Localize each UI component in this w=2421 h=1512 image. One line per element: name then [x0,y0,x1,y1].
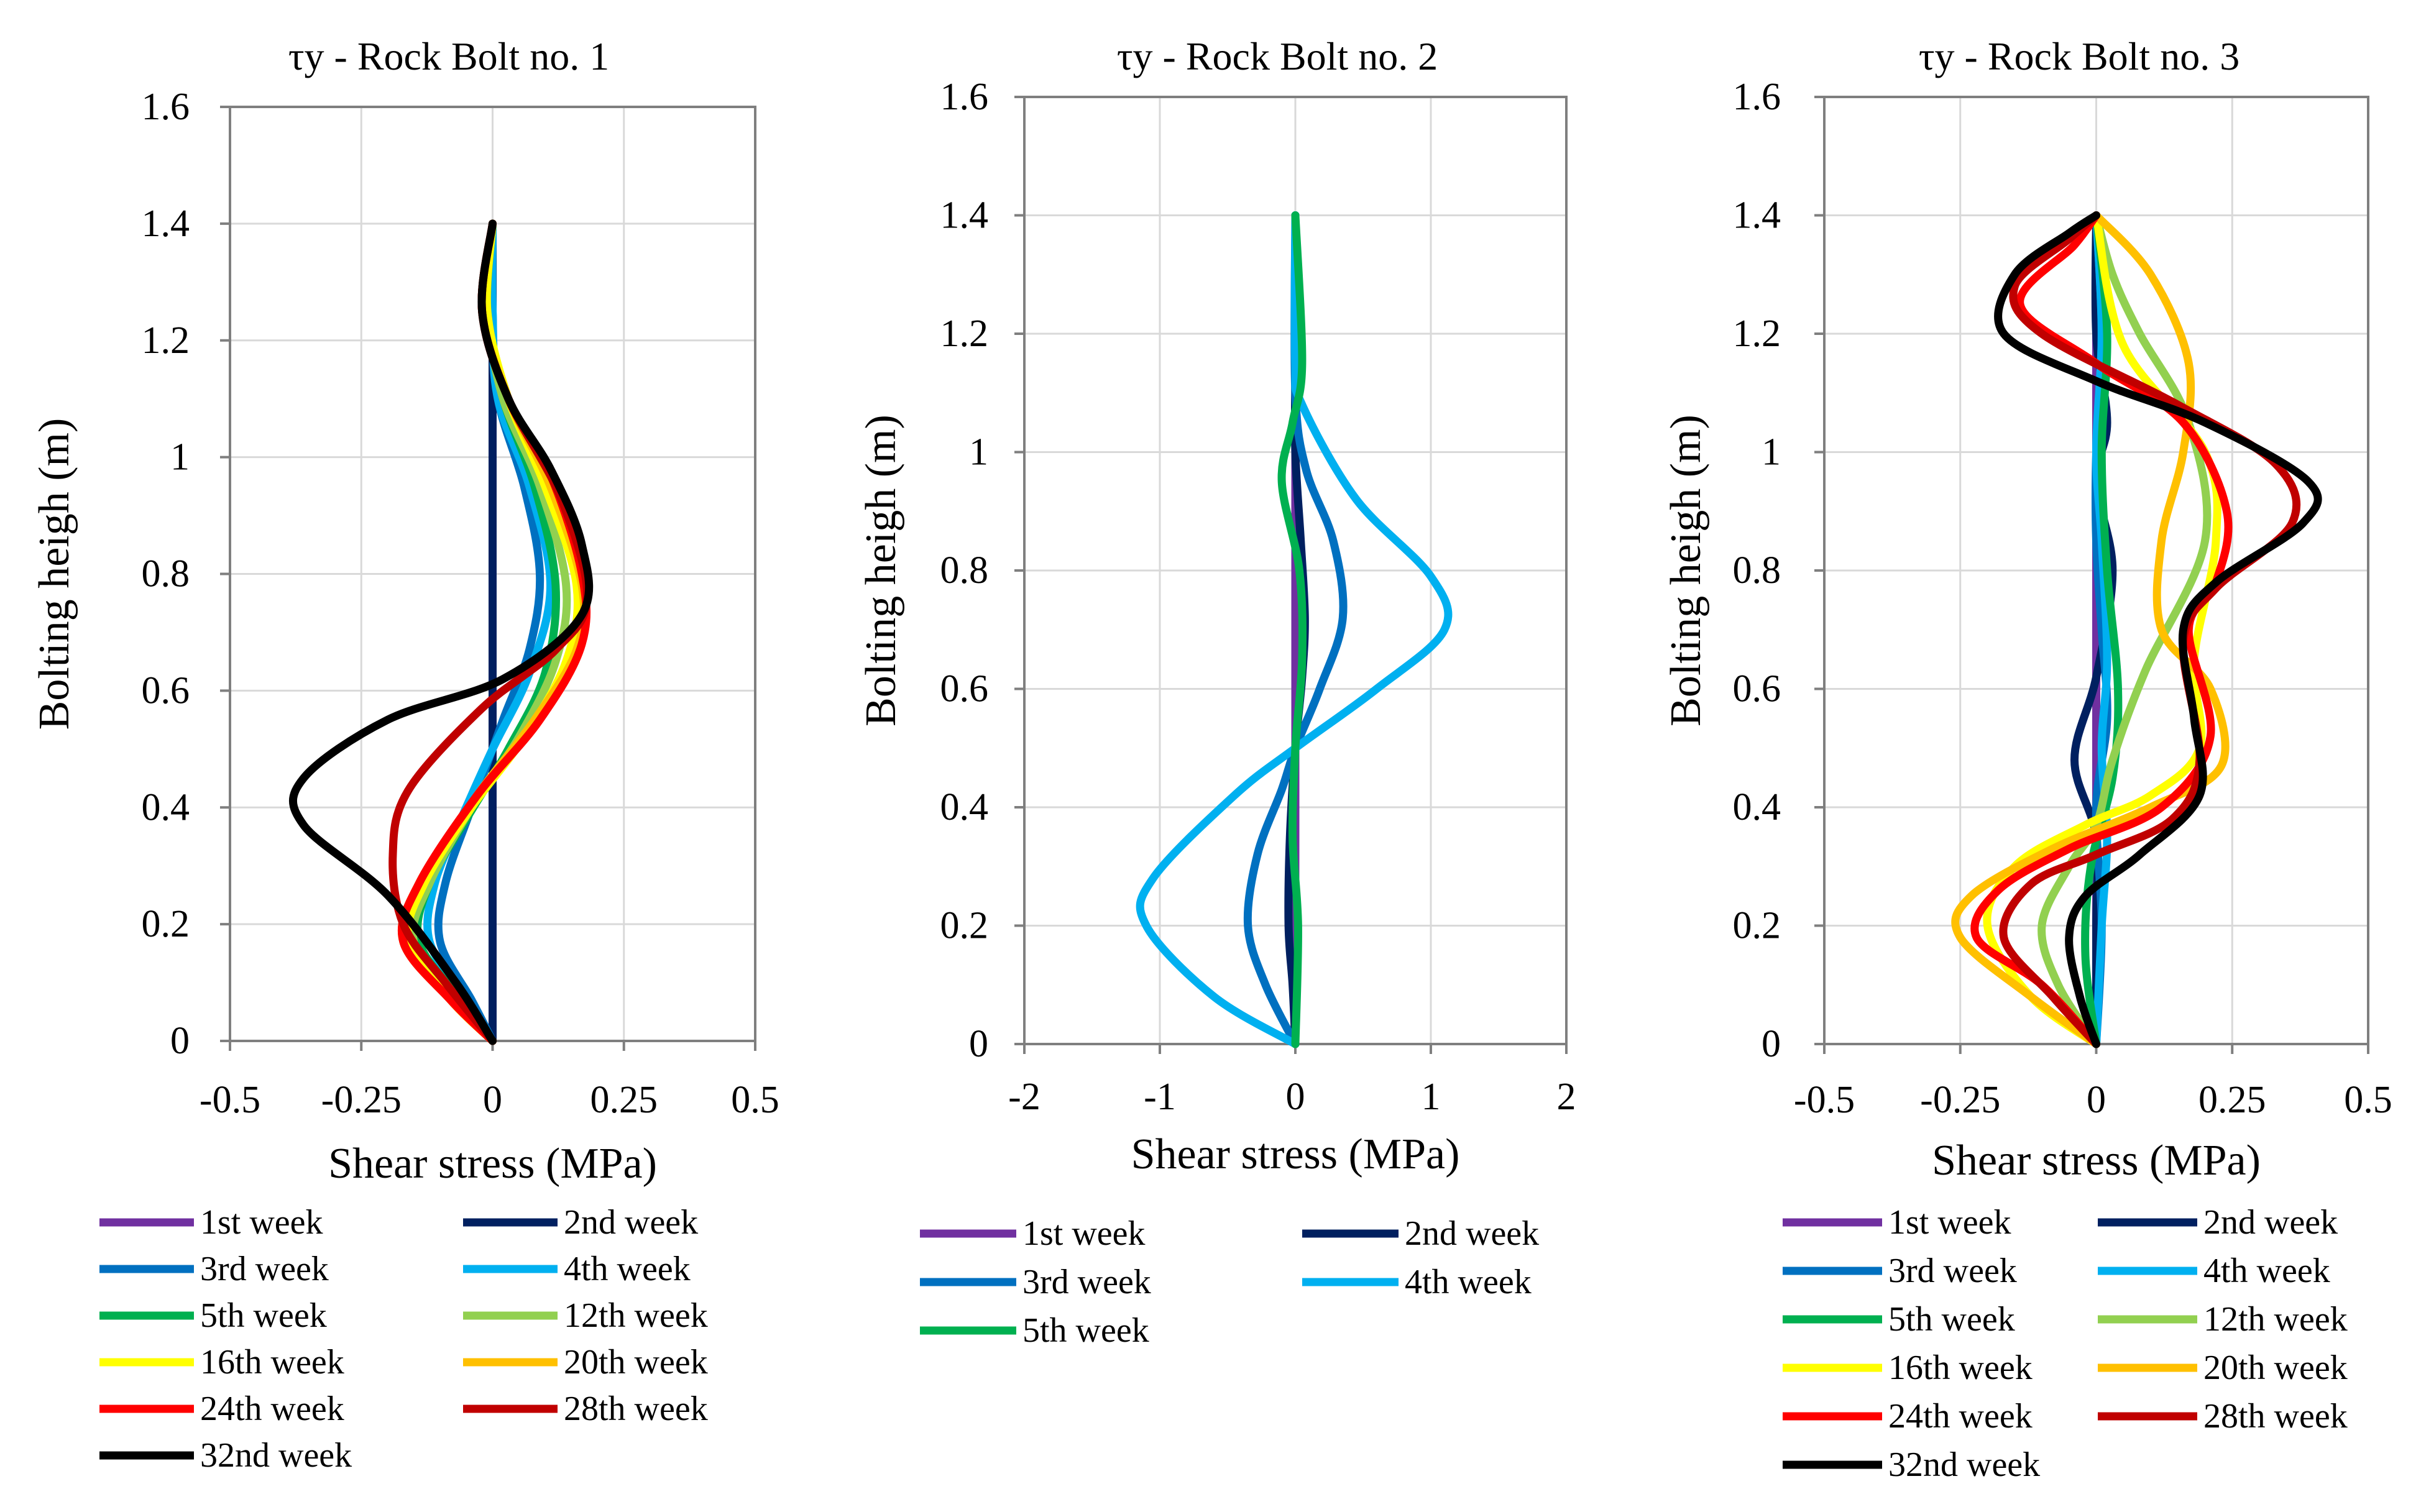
legend-label: 32nd week [1888,1446,2040,1484]
x-tick-label: 0.25 [590,1079,658,1121]
chart-title: τy - Rock Bolt no. 1 [288,34,609,78]
chart-panel-3: -0.5 -0.25 0 0.25 0.5 0 0.2 0.4 0.6 0.8 1 1.2 1.4 1.6… [1662,34,2392,1484]
y-tick-label: 0 [969,1023,988,1065]
x-tick-label: 0.5 [2344,1079,2392,1121]
legend-label: 4th week [1405,1263,1532,1301]
y-axis-label: Bolting heigh (m) [30,418,78,730]
legend: 1st week 2nd week 3rd week 4th week 5th week… [1783,1203,2348,1484]
legend: 1st week 2nd week 3rd week 4th week 5th week… [99,1203,708,1475]
y-tick-label: 0.2 [1733,905,1781,947]
chart-title: τy - Rock Bolt no. 2 [1117,34,1438,78]
x-tick-label: 0.5 [731,1079,779,1121]
legend-label: 2nd week [1405,1214,1539,1253]
y-tick-label: 1.2 [142,319,190,362]
y-tick-label: 1 [170,436,190,479]
legend-label: 5th week [200,1296,327,1335]
series-line-32nd-week [288,219,594,1045]
x-tick-label: -0.5 [200,1079,260,1121]
legend-label: 1st week [1888,1203,2011,1242]
legend-label: 5th week [1888,1300,2015,1339]
x-tick-label: -0.25 [321,1079,402,1121]
chart-panel-1: -0.5 -0.25 0 0.25 0.5 0 0.2 0.4 0.6 0.8 1 1.2 1.4 1.6… [30,34,779,1475]
y-tick-label: 1.4 [1733,195,1781,237]
x-tick-label: 2 [1557,1076,1576,1118]
y-tick-label: 0.6 [142,669,190,712]
legend-label: 24th week [200,1390,344,1428]
y-tick-label: 1.2 [1733,313,1781,355]
y-tick-label: 0.8 [1733,549,1781,592]
y-tick-label: 0.6 [1733,668,1781,710]
legend-label: 28th week [564,1390,708,1428]
y-tick-label: 1.6 [1733,76,1781,118]
legend-label: 16th week [200,1343,344,1381]
x-tick-label: -0.25 [1920,1079,2000,1121]
y-axis-label: Bolting heigh (m) [1662,415,1710,726]
legend-label: 2nd week [2203,1203,2338,1242]
legend: 1st week 2nd week 3rd week 4th week 5th week [920,1214,1539,1350]
y-tick-label: 0 [170,1020,190,1062]
series-line-5th-week [1277,211,1307,1048]
legend-label: 1st week [1022,1214,1146,1253]
y-tick-label: 0.4 [1733,786,1781,828]
chart-title: τy - Rock Bolt no. 3 [1919,34,2240,78]
series-line-20th-week [1951,211,2230,1048]
legend-label: 5th week [1022,1311,1149,1350]
x-axis-label: Shear stress (MPa) [328,1140,657,1188]
x-tick-label: -2 [1008,1076,1041,1118]
series-line-28th-week [1999,211,2301,1048]
legend-label: 16th week [1888,1349,2033,1387]
series-line-3rd-week [1243,211,1348,1048]
y-tick-label: 1.2 [940,313,989,355]
legend-label: 12th week [2203,1300,2348,1339]
series-line-12th-week [2037,211,2212,1048]
y-tick-label: 0.2 [940,905,989,947]
x-tick-label: 0 [2087,1079,2106,1121]
x-tick-label: 1 [1422,1076,1441,1118]
y-tick-label: 0.8 [940,549,989,592]
legend-label: 24th week [1888,1397,2033,1436]
x-axis-label: Shear stress (MPa) [1932,1137,2261,1184]
y-tick-label: 0.6 [940,668,989,710]
legend-label: 28th week [2203,1397,2348,1436]
legend-label: 32nd week [200,1436,352,1475]
y-tick-label: 1 [969,431,988,474]
series-line-24th-week [1970,211,2233,1048]
series-line-4th-week [2092,211,2111,1048]
series-line-32nd-week [1994,211,2322,1048]
x-tick-label: 0.25 [2198,1079,2266,1121]
y-tick-label: 1.6 [142,86,190,128]
x-tick-label: 0 [483,1079,502,1121]
y-axis-label: Bolting heigh (m) [857,415,905,726]
y-tick-label: 0.8 [142,553,190,595]
x-tick-label: 0 [1286,1076,1305,1118]
y-tick-label: 0.4 [142,786,190,828]
x-tick-label: -0.5 [1794,1079,1855,1121]
y-tick-label: 0.2 [142,903,190,945]
legend-label: 20th week [2203,1349,2348,1387]
chart-panel-2: -2 -1 0 1 2 0 0.2 0.4 0.6 0.8 1 1.2 1.4 1.6 τy - Rock … [857,34,1576,1350]
y-tick-label: 1 [1762,431,1781,474]
y-tick-label: 0 [1762,1023,1781,1065]
y-tick-label: 0.4 [940,786,989,828]
y-tick-label: 1.4 [940,195,989,237]
y-tick-label: 1.6 [940,76,989,118]
legend-label: 3rd week [1022,1263,1151,1301]
legend-label: 4th week [564,1250,691,1288]
legend-label: 3rd week [200,1250,329,1288]
x-axis-label: Shear stress (MPa) [1131,1130,1460,1178]
series-line-5th-week [2081,211,2123,1048]
legend-label: 2nd week [564,1203,698,1242]
legend-label: 20th week [564,1343,708,1381]
y-tick-label: 1.4 [142,203,190,245]
legend-label: 12th week [564,1296,708,1335]
legend-label: 1st week [200,1203,323,1242]
legend-label: 3rd week [1888,1252,2017,1290]
legend-label: 4th week [2203,1252,2330,1290]
x-tick-label: -1 [1144,1076,1176,1118]
